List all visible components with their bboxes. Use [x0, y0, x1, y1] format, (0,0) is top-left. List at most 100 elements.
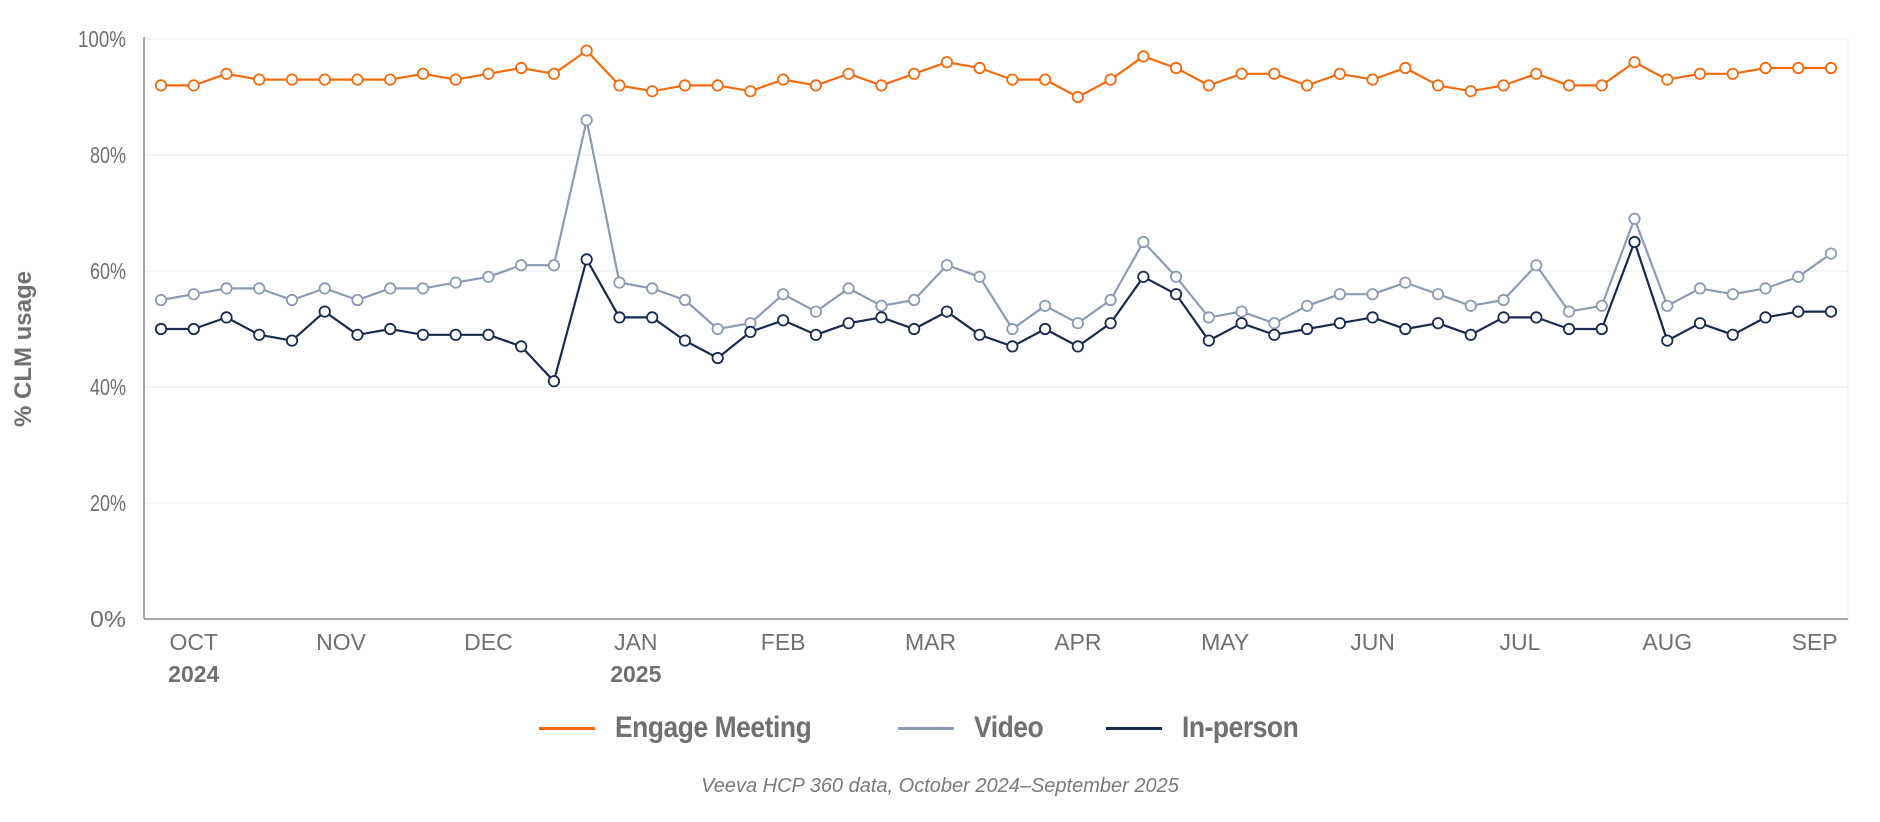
- legend-label-engage-meeting: Engage Meeting: [615, 711, 812, 744]
- y-tick-label: 40%: [90, 374, 126, 400]
- data-point-in-person: [1431, 317, 1445, 330]
- data-point-in-person: [940, 305, 953, 318]
- data-point-engage-meeting: [613, 79, 626, 92]
- data-point-in-person: [1202, 334, 1215, 347]
- series-line-engage-meeting: [161, 49, 1831, 99]
- x-year-label: 2025: [610, 661, 661, 687]
- legend-label-in-person: In-person: [1182, 711, 1299, 744]
- data-point-in-person: [1693, 317, 1707, 330]
- data-point-in-person: [285, 334, 299, 347]
- data-point-video: [875, 299, 888, 312]
- data-point-in-person: [809, 328, 823, 341]
- data-point-engage-meeting: [1562, 79, 1576, 92]
- y-tick-label: 60%: [90, 258, 126, 284]
- data-point-engage-meeting: [515, 61, 528, 75]
- x-tick-label: SEP: [1792, 629, 1838, 655]
- data-point-video: [1661, 299, 1674, 312]
- x-tick-label: DEC: [464, 629, 513, 655]
- data-point-engage-meeting: [154, 79, 168, 92]
- data-point-in-person: [318, 305, 331, 318]
- data-point-video: [711, 322, 724, 336]
- data-point-in-person: [1333, 317, 1346, 330]
- data-point-engage-meeting: [646, 85, 659, 98]
- data-point-video: [1169, 270, 1183, 283]
- data-point-in-person: [908, 322, 921, 336]
- data-point-in-person: [187, 322, 200, 336]
- data-point-video: [1137, 235, 1150, 249]
- data-point-engage-meeting: [1366, 73, 1379, 86]
- data-point-engage-meeting: [842, 67, 855, 80]
- data-point-video: [285, 293, 299, 307]
- data-point-video: [678, 293, 692, 307]
- data-point-engage-meeting: [318, 73, 331, 86]
- legend-swatch-engage-meeting: [539, 726, 595, 730]
- x-tick-label: JAN: [614, 629, 657, 655]
- data-point-engage-meeting: [1169, 61, 1183, 75]
- y-tick-label: 80%: [90, 142, 126, 168]
- data-point-engage-meeting: [1464, 85, 1477, 98]
- data-point-engage-meeting: [1628, 56, 1641, 69]
- data-point-video: [809, 305, 823, 318]
- y-tick-label: 20%: [90, 490, 126, 516]
- legend-swatch-in-person: [1106, 726, 1162, 730]
- data-point-engage-meeting: [187, 79, 200, 92]
- data-point-in-person: [1464, 328, 1477, 341]
- data-point-video: [1071, 317, 1084, 330]
- data-point-in-person: [1300, 322, 1314, 336]
- data-point-in-person: [875, 311, 888, 324]
- data-point-in-person: [547, 375, 561, 388]
- source-caption: Veeva HCP 360 data, October 2024–Septemb…: [701, 775, 1179, 797]
- data-point-in-person: [1137, 270, 1150, 283]
- data-point-video: [482, 270, 495, 283]
- data-point-engage-meeting: [744, 85, 757, 98]
- series-line-in-person: [161, 240, 1831, 383]
- data-point-video: [940, 259, 953, 272]
- data-point-video: [1006, 322, 1019, 336]
- y-axis-title: % CLM usage: [10, 271, 37, 427]
- data-point-engage-meeting: [1661, 73, 1674, 86]
- data-point-video: [449, 276, 462, 289]
- data-point-video: [1464, 299, 1477, 312]
- data-point-in-person: [220, 311, 233, 324]
- y-tick-label: 0%: [90, 606, 126, 632]
- data-point-engage-meeting: [1137, 50, 1150, 63]
- data-point-video: [1104, 293, 1117, 307]
- data-point-video: [154, 293, 168, 307]
- data-point-engage-meeting: [285, 73, 299, 86]
- data-point-in-person: [1366, 311, 1379, 324]
- data-point-in-person: [646, 311, 659, 324]
- data-point-engage-meeting: [1399, 61, 1412, 75]
- data-point-video: [973, 270, 986, 283]
- data-point-video: [842, 282, 855, 295]
- data-point-in-person: [744, 325, 757, 338]
- data-point-video: [646, 282, 659, 295]
- data-point-video: [1824, 247, 1838, 260]
- data-point-video: [187, 288, 200, 301]
- data-point-in-person: [1628, 235, 1641, 249]
- x-tick-label: FEB: [761, 629, 806, 655]
- line-chart: 0% 20% 40% 60% 80% 100% % CLM usage OCT 2024 NOV D…: [10, 26, 1849, 687]
- data-point-engage-meeting: [1431, 79, 1445, 92]
- data-point-engage-meeting: [940, 56, 953, 69]
- data-point-engage-meeting: [711, 79, 724, 92]
- data-point-in-person: [678, 334, 692, 347]
- data-point-in-person: [1759, 311, 1772, 324]
- data-point-engage-meeting: [1792, 61, 1805, 75]
- data-point-engage-meeting: [1693, 67, 1707, 80]
- data-point-in-person: [1661, 334, 1674, 347]
- data-point-video: [515, 259, 528, 272]
- data-point-video: [1235, 305, 1248, 318]
- data-point-video: [1759, 282, 1772, 295]
- x-tick-label: JUL: [1499, 629, 1540, 655]
- data-point-engage-meeting: [253, 73, 266, 86]
- data-point-in-person: [515, 340, 528, 353]
- data-point-engage-meeting: [1726, 67, 1739, 80]
- data-point-video: [547, 259, 561, 272]
- data-point-in-person: [1595, 322, 1608, 336]
- data-point-engage-meeting: [220, 67, 233, 80]
- x-tick-label: AUG: [1642, 629, 1692, 655]
- data-point-engage-meeting: [351, 73, 364, 86]
- data-point-engage-meeting: [1006, 73, 1019, 86]
- data-point-video: [1530, 259, 1543, 272]
- data-point-video: [1333, 288, 1346, 301]
